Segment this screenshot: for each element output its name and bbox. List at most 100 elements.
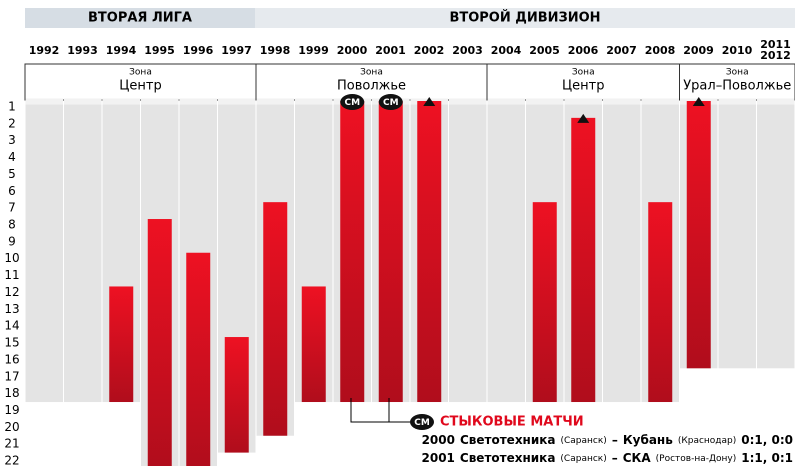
league-band — [25, 8, 255, 28]
x-tick-label: 2002 — [413, 43, 445, 57]
bar — [224, 337, 249, 453]
x-tick-label: 2007 — [606, 43, 637, 57]
match-away-city: (Ростов-на-Дону) — [656, 454, 737, 464]
match-year: 2000 — [422, 433, 455, 447]
top-shade — [218, 98, 256, 105]
top-shade — [141, 98, 179, 105]
x-tick-label: 1996 — [182, 43, 214, 57]
x-tick-label: 2011 2012 — [760, 38, 791, 62]
y-tick-label: 5 — [8, 167, 16, 181]
x-tick-label: 1994 — [105, 43, 137, 57]
playoff-badge — [378, 94, 403, 110]
top-shade — [718, 98, 756, 105]
top-shade — [256, 98, 294, 105]
league-band — [255, 8, 795, 28]
match-home: Светотехника — [460, 451, 556, 465]
top-shade — [102, 98, 140, 105]
x-tick-label: 2004 — [490, 43, 522, 57]
playoff-badge — [340, 94, 365, 110]
league-title: ВТОРАЯ ЛИГА — [88, 11, 192, 26]
zone-name: Центр — [119, 79, 161, 94]
y-tick-label: 19 — [4, 403, 19, 417]
league-size — [25, 98, 63, 403]
zone-box — [24, 63, 257, 101]
top-shade — [603, 98, 641, 105]
y-tick-label: 12 — [4, 285, 19, 299]
league-size — [718, 98, 756, 369]
league-size — [757, 98, 795, 369]
y-tick-label: 21 — [4, 437, 19, 451]
match-dash: – — [612, 433, 618, 447]
league-size — [449, 98, 487, 403]
top-shade — [449, 98, 487, 105]
x-tick-label: 2009 — [683, 43, 714, 57]
match-score: 0:1, 0:0 — [741, 433, 793, 447]
bar — [186, 252, 211, 466]
y-tick-label: 3 — [8, 133, 16, 147]
bar — [147, 219, 172, 466]
x-tick-label: 2008 — [644, 43, 676, 57]
top-shade — [564, 98, 602, 105]
y-tick-label: 1 — [8, 100, 16, 114]
x-tick-label: 2001 — [375, 43, 406, 57]
y-tick-label: 18 — [4, 386, 19, 400]
legend-title: СТЫКОВЫЕ МАТЧИ — [440, 415, 584, 430]
bar — [532, 202, 557, 403]
y-tick-label: 7 — [8, 201, 16, 215]
playoff-badge — [410, 414, 434, 430]
x-tick-label: 1997 — [221, 43, 252, 57]
top-shade — [526, 98, 564, 105]
x-tick-label: 1998 — [259, 43, 291, 57]
zone-name: Поволжье — [337, 79, 406, 94]
top-shade — [641, 98, 679, 105]
zone-label: Зона — [360, 68, 383, 78]
zone-box — [486, 63, 680, 101]
zone-label: Зона — [726, 68, 749, 78]
top-shade — [25, 98, 63, 105]
x-tick-label: 2010 — [721, 43, 753, 57]
promotion-marker — [692, 97, 705, 106]
x-tick-label: 1995 — [144, 43, 175, 57]
y-tick-label: 14 — [4, 319, 19, 333]
bar — [378, 101, 403, 403]
bar — [648, 202, 673, 403]
y-tick-label: 9 — [8, 234, 16, 248]
match-home: Светотехника — [460, 433, 556, 447]
league-size — [487, 98, 525, 403]
y-tick-label: 17 — [4, 369, 19, 383]
y-tick-label: 20 — [4, 420, 19, 434]
zone-name: Центр — [562, 79, 604, 94]
x-tick-label: 2006 — [567, 43, 599, 57]
match-away-city: (Краснодар) — [678, 436, 736, 446]
playoff-label: СМ — [344, 98, 360, 108]
top-shade — [295, 98, 333, 105]
match-year: 2001 — [422, 451, 455, 465]
playoff-label: СМ — [414, 418, 430, 428]
bar — [340, 101, 365, 403]
bar — [109, 286, 134, 403]
x-tick-label: 1999 — [298, 43, 329, 57]
y-tick-label: 6 — [8, 184, 16, 198]
y-tick-label: 16 — [4, 352, 19, 366]
y-tick-label: 11 — [4, 268, 19, 282]
x-tick-label: 2005 — [529, 43, 560, 57]
league-size — [64, 98, 102, 403]
connector — [350, 398, 410, 423]
league-size — [603, 98, 641, 403]
x-tick-label: 2000 — [336, 43, 368, 57]
match-home-city: (Саранск) — [560, 454, 606, 464]
match-home-city: (Саранск) — [561, 436, 607, 446]
top-shade — [179, 98, 217, 105]
y-tick-label: 13 — [4, 302, 19, 316]
playoff-label: СМ — [383, 98, 399, 108]
x-tick-label: 1993 — [67, 43, 98, 57]
zone-name: Урал–Поволжье — [683, 79, 791, 94]
x-tick-label: 2003 — [452, 43, 483, 57]
league-title: ВТОРОЙ ДИВИЗИОН — [449, 10, 600, 26]
y-tick-label: 10 — [4, 251, 19, 265]
bar — [301, 286, 326, 403]
top-shade — [757, 98, 795, 105]
match-result: 2000 Светотехника (Саранск) – Кубань (Краснод… — [422, 433, 793, 447]
